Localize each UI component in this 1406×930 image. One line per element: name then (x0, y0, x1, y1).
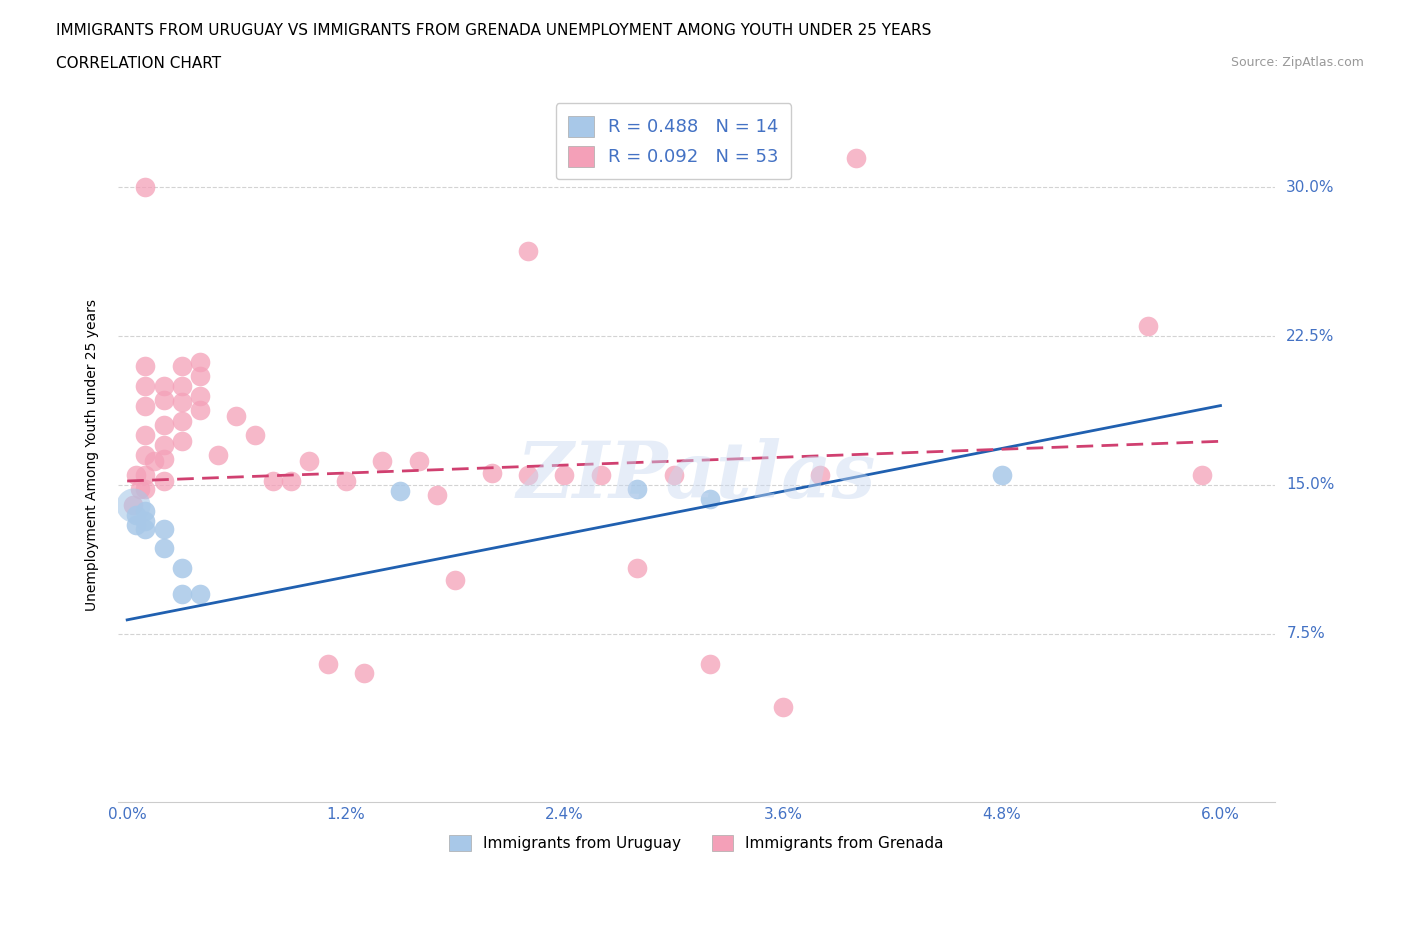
Text: Source: ZipAtlas.com: Source: ZipAtlas.com (1230, 56, 1364, 69)
Point (188, 402, 211, 417)
Text: IMMIGRANTS FROM URUGUAY VS IMMIGRANTS FROM GRENADA UNEMPLOYMENT AMONG YOUTH UNDE: IMMIGRANTS FROM URUGUAY VS IMMIGRANTS FR… (56, 23, 932, 38)
Point (243, 428, 266, 443)
Point (662, 468, 685, 483)
Point (170, 394, 193, 409)
Point (125, 468, 148, 483)
Point (699, 491, 721, 506)
Point (280, 473, 302, 488)
Point (152, 541, 174, 556)
Point (444, 573, 467, 588)
Point (626, 561, 648, 576)
Point (188, 388, 211, 403)
Point (129, 482, 152, 497)
Point (188, 354, 211, 369)
Point (152, 452, 174, 467)
Text: ZIPatlas: ZIPatlas (517, 438, 876, 514)
Point (845, 150, 868, 165)
Text: 22.5%: 22.5% (1286, 328, 1334, 344)
Point (152, 379, 174, 393)
Point (808, 468, 831, 483)
Point (170, 358, 193, 373)
Point (626, 482, 648, 497)
Point (553, 468, 575, 483)
Point (170, 414, 193, 429)
Point (152, 473, 174, 488)
Point (589, 468, 612, 483)
Point (152, 521, 174, 536)
Point (316, 656, 339, 671)
Point (353, 666, 375, 681)
Point (371, 454, 394, 469)
Point (699, 656, 721, 671)
Point (389, 484, 412, 498)
Point (170, 434, 193, 449)
Point (152, 418, 174, 432)
Point (335, 473, 357, 488)
Text: 7.5%: 7.5% (1286, 626, 1324, 642)
Point (426, 487, 449, 502)
Point (298, 454, 321, 469)
Point (207, 447, 229, 462)
Point (188, 368, 211, 383)
Point (481, 466, 503, 481)
Point (134, 179, 156, 194)
Point (134, 468, 156, 483)
Y-axis label: Unemployment Among Youth under 25 years: Unemployment Among Youth under 25 years (86, 299, 100, 611)
Point (408, 454, 430, 469)
Text: CORRELATION CHART: CORRELATION CHART (56, 56, 221, 71)
Point (125, 507, 148, 522)
Point (134, 503, 156, 518)
Point (134, 428, 156, 443)
Point (134, 482, 156, 497)
Point (121, 498, 143, 512)
Point (170, 379, 193, 393)
Legend: Immigrants from Uruguay, Immigrants from Grenada: Immigrants from Uruguay, Immigrants from… (443, 829, 950, 857)
Point (188, 587, 211, 602)
Point (143, 454, 166, 469)
Point (170, 561, 193, 576)
Point (517, 244, 540, 259)
Point (991, 468, 1014, 483)
Point (125, 517, 148, 532)
Point (134, 398, 156, 413)
Text: 15.0%: 15.0% (1286, 477, 1334, 493)
Point (772, 699, 794, 714)
Point (134, 521, 156, 536)
Point (152, 438, 174, 453)
Point (517, 468, 540, 483)
Point (225, 408, 247, 423)
Text: 30.0%: 30.0% (1286, 179, 1334, 195)
Point (170, 587, 193, 602)
Point (152, 392, 174, 407)
Point (134, 358, 156, 373)
Point (121, 498, 143, 512)
Point (1136, 319, 1159, 334)
Point (1191, 468, 1213, 483)
Point (134, 513, 156, 528)
Point (134, 447, 156, 462)
Point (262, 473, 284, 488)
Point (134, 379, 156, 393)
